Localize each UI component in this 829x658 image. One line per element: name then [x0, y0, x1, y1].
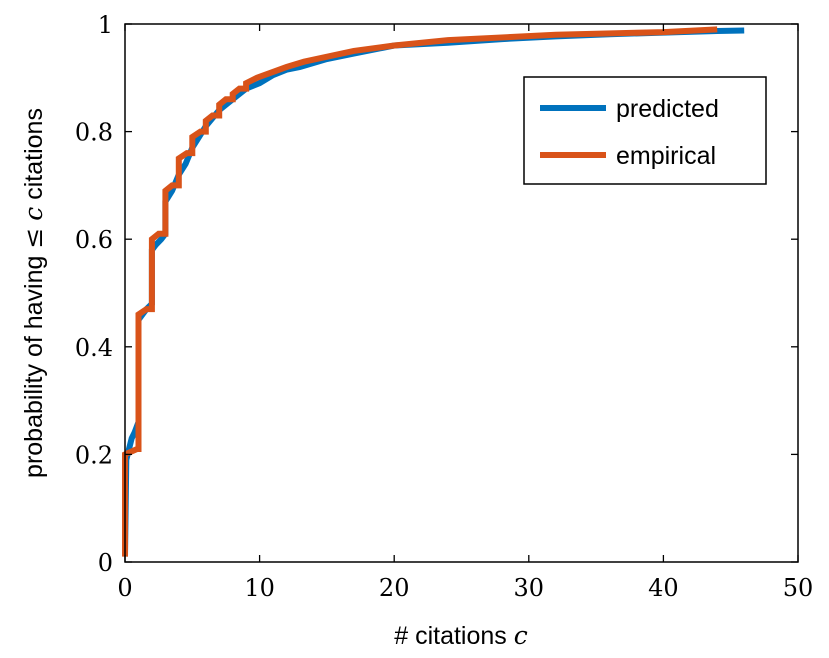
legend-label-predicted: predicted	[616, 95, 719, 123]
axes-frame	[124, 23, 799, 563]
y-tick-label: 0	[98, 549, 113, 577]
x-tick-label: 40	[648, 574, 679, 602]
series-line-empirical	[122, 26, 718, 557]
y-tick-label: 0.4	[75, 334, 113, 362]
x-axis-label: # citations c	[394, 621, 528, 650]
y-tick-labels: 0 0.2 0.4 0.6 0.8 1	[75, 11, 113, 577]
x-tick-label: 30	[514, 574, 545, 602]
legend-box	[523, 76, 767, 185]
x-tick-label: 20	[379, 574, 410, 602]
y-tick-label: 0.2	[75, 441, 113, 469]
x-tick-labels: 0 10 20 30 40 50	[117, 574, 813, 602]
y-axis-label: probability of having ≤ c citations	[19, 108, 48, 478]
y-tick-label: 0.6	[75, 226, 113, 254]
y-tick-label: 0.8	[75, 119, 113, 147]
plot-area	[122, 26, 745, 557]
x-tick-label: 0	[117, 574, 132, 602]
axis-ticks	[124, 23, 799, 563]
legend: predicted empirical	[523, 76, 767, 185]
y-tick-label: 1	[98, 11, 113, 39]
legend-label-empirical: empirical	[616, 142, 716, 170]
x-tick-label: 10	[244, 574, 275, 602]
x-tick-label: 50	[783, 574, 814, 602]
